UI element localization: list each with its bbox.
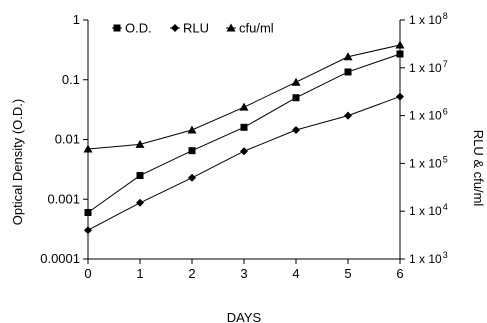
legend-item-rlu: RLU — [170, 21, 209, 36]
x-tick-label: 2 — [188, 266, 195, 281]
data-point-rlu — [240, 147, 248, 156]
x-tick-label: 6 — [396, 266, 403, 281]
series-line-rlu — [87, 96, 401, 231]
series-rlu — [84, 92, 404, 235]
legend: O.D. RLU cfu/ml — [112, 21, 274, 36]
right-y-tick-label: 1 x 10 4 — [409, 202, 448, 218]
left-y-tick-label: 0.0001 — [40, 251, 80, 266]
x-tick-label: 0 — [84, 266, 91, 281]
data-point-rlu — [136, 198, 144, 207]
series-o-d — [84, 50, 404, 217]
legend-item-cfu-ml: cfu/ml — [226, 21, 274, 36]
data-point-rlu — [84, 226, 92, 235]
data-point-cfu-ml — [239, 102, 249, 111]
right-y-tick-label: 1 x 10 7 — [409, 59, 448, 75]
data-point-o-d — [188, 147, 196, 155]
legend-label-cfu-ml: cfu/ml — [239, 21, 274, 36]
data-point-cfu-ml — [343, 52, 353, 61]
series-layer — [83, 40, 405, 235]
data-point-o-d — [344, 68, 352, 76]
data-point-o-d — [84, 209, 92, 217]
data-point-cfu-ml — [395, 40, 405, 49]
right-y-tick-label: 1 x 10 8 — [409, 11, 448, 27]
series-line-o-d — [87, 53, 401, 213]
left-y-tick-label: 0.001 — [47, 191, 80, 206]
data-point-o-d — [396, 50, 404, 58]
left-y-tick-label: 1 — [73, 12, 80, 27]
x-tick-label: 1 — [136, 266, 143, 281]
data-point-rlu — [188, 173, 196, 182]
series-line-cfu-ml — [87, 44, 401, 150]
data-point-rlu — [396, 92, 404, 101]
legend-label-rlu: RLU — [183, 21, 209, 36]
tick-labels: 0 1 2 3 4 5 6 0.0001 0.001 0.01 0.1 1 1 x 10 3 1 x 10… — [40, 11, 447, 281]
x-tick-label: 4 — [292, 266, 299, 281]
data-point-o-d — [240, 123, 248, 131]
data-point-rlu — [292, 125, 300, 134]
right-y-tick-label: 1 x 10 6 — [409, 107, 448, 123]
data-point-cfu-ml — [135, 139, 145, 148]
legend-marker-rlu — [171, 24, 179, 32]
x-tick-label: 5 — [344, 266, 351, 281]
right-y-tick-label: 1 x 10 3 — [409, 250, 448, 266]
x-axis-title: DAYS — [227, 310, 262, 323]
right-y-axis-title: RLU & cfu/ml — [471, 130, 486, 207]
legend-marker-cfu-ml — [226, 23, 236, 32]
data-point-cfu-ml — [291, 77, 301, 86]
left-y-tick-label: 0.1 — [62, 72, 80, 87]
series-cfu-ml — [83, 40, 405, 153]
legend-label-o-d: O.D. — [125, 21, 152, 36]
x-tick-label: 3 — [240, 266, 247, 281]
data-point-rlu — [344, 111, 352, 120]
data-point-cfu-ml — [187, 125, 197, 134]
right-y-tick-label: 1 x 10 5 — [409, 154, 448, 170]
tick-marks — [83, 19, 405, 264]
left-y-axis-title: Optical Density (O.D.) — [10, 99, 25, 225]
left-y-tick-label: 0.01 — [55, 132, 80, 147]
legend-marker-o-d — [113, 24, 121, 32]
data-point-o-d — [136, 171, 144, 179]
data-point-cfu-ml — [83, 144, 93, 153]
legend-item-o-d: O.D. — [112, 21, 152, 36]
data-point-o-d — [292, 94, 300, 102]
